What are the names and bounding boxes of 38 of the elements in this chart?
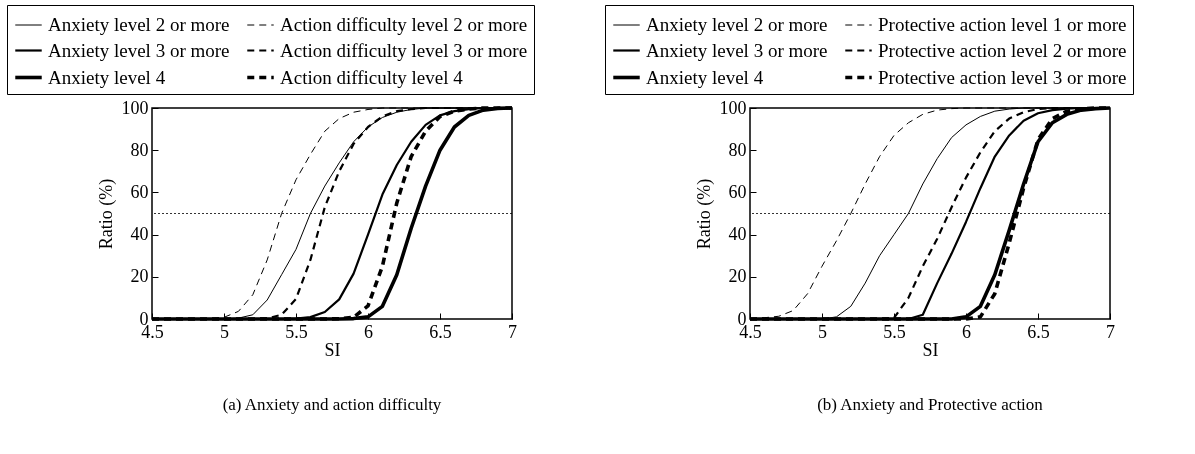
text: (b) Anxiety and Protective action: [817, 395, 1044, 414]
y-tick-label: 60: [728, 181, 747, 202]
y-tick-label: 40: [130, 224, 149, 245]
legend-label: Action difficulty level 2 or more: [280, 14, 528, 35]
legend-label: Anxiety level 4: [48, 66, 166, 88]
y-tick-label: 80: [130, 139, 149, 160]
y-axis-title: Ratio (%): [693, 178, 715, 250]
x-tick-label: 5.5: [285, 321, 308, 342]
x-axis-title: SI: [324, 339, 341, 360]
x-axis-title: SI: [922, 339, 939, 360]
legend-label: Protective action level 2 or more: [878, 39, 1127, 61]
legend-label: Protective action level 3 or more: [878, 66, 1127, 88]
x-tick-label: 5.5: [883, 321, 906, 342]
legend-label: Anxiety level 4: [646, 66, 764, 88]
text: (a) Anxiety and action difficulty: [222, 395, 442, 414]
x-tick-label: 6: [364, 321, 373, 342]
y-tick-label: 20: [728, 266, 747, 287]
x-tick-label: 6.5: [429, 321, 452, 342]
x-tick-label: 5: [818, 321, 827, 342]
y-tick-label: 60: [130, 181, 149, 202]
x-tick-label: 6.5: [1027, 321, 1050, 342]
y-tick-label: 100: [121, 97, 149, 118]
x-tick-label: 7: [1106, 321, 1115, 342]
legend-label: Action difficulty level 3 or more: [280, 39, 528, 61]
y-tick-label: 20: [130, 266, 149, 287]
legend-label: Action difficulty level 4: [280, 66, 464, 88]
legend-label: Protective action level 1 or more: [878, 14, 1127, 35]
legend-label: Anxiety level 3 or more: [646, 39, 828, 61]
x-tick-label: 6: [962, 321, 971, 342]
y-tick-label: 80: [728, 139, 747, 160]
x-tick-label: 5: [220, 321, 229, 342]
legend-label: Anxiety level 2 or more: [48, 14, 230, 35]
y-tick-label: 100: [719, 97, 747, 118]
x-tick-label: 7: [508, 321, 517, 342]
y-axis-title: Ratio (%): [95, 178, 117, 250]
legend-label: Anxiety level 2 or more: [646, 14, 828, 35]
legend-label: Anxiety level 3 or more: [48, 39, 230, 61]
y-tick-label: 40: [728, 224, 747, 245]
